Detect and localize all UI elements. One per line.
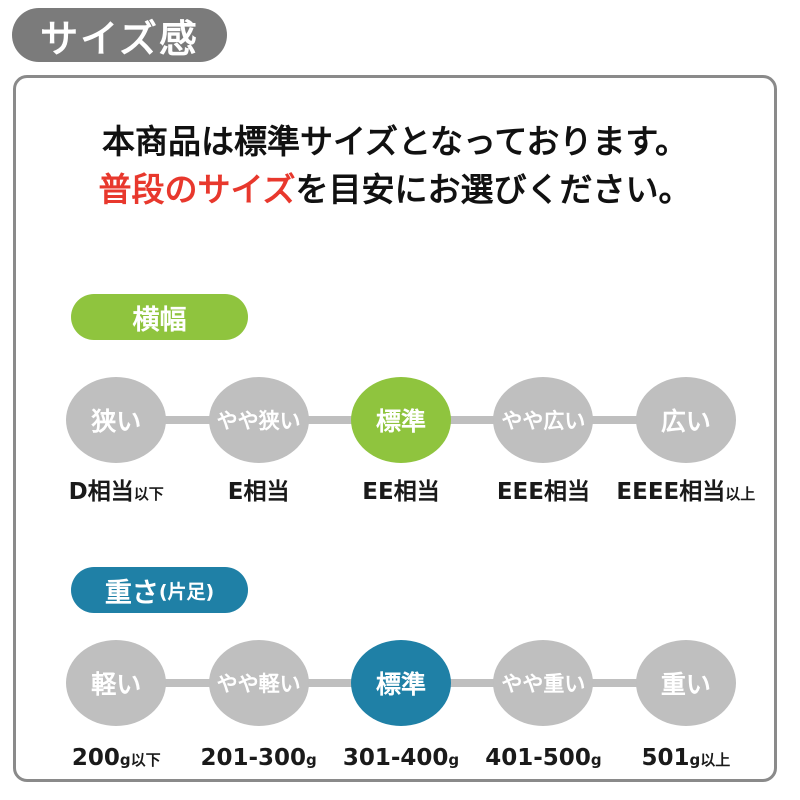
weight-step-slightly-heavy-circle: やや重い	[493, 640, 594, 726]
weight-value-501: 501g以上	[641, 745, 731, 771]
heading-line-1: 本商品は標準サイズとなっております。	[101, 122, 689, 161]
width-value-eeee: EEEE相当以上	[616, 479, 756, 505]
width-value-cell: E相当	[187, 478, 329, 508]
weight-step-slightly-light-circle: やや軽い	[208, 640, 309, 726]
width-step-wide-circle: 広い	[635, 377, 736, 463]
width-value-ee: EE相当	[362, 479, 440, 505]
weight-value-201-300: 201-300g	[200, 745, 317, 771]
width-step-slightly-wide-circle: やや広い	[493, 377, 594, 463]
weight-step-cell: 標準	[330, 640, 472, 726]
width-section-title: 横幅	[132, 304, 187, 336]
width-value-cell: EE相当	[330, 478, 472, 508]
weight-section-title-suffix: (片足)	[158, 580, 215, 603]
weight-step-cell: 軽い	[45, 640, 187, 726]
weight-value-cell: 401-500g	[472, 744, 614, 774]
size-feel-badge-label: サイズ感	[40, 16, 199, 61]
weight-value-200: 200g以下	[71, 745, 161, 771]
weight-value-cell: 501g以上	[615, 744, 757, 774]
size-guide-panel: 本商品は標準サイズとなっております。 普段のサイズを目安にお選びください。 横幅…	[13, 75, 777, 782]
size-feel-badge: サイズ感	[12, 8, 227, 62]
weight-scale-circles: 軽い やや軽い 標準 やや重い 重い	[45, 640, 757, 726]
width-step-narrow-circle: 狭い	[66, 377, 167, 463]
width-scale-circles: 狭い やや狭い 標準 やや広い 広い	[45, 377, 757, 463]
width-step-cell: やや狭い	[187, 377, 329, 463]
weight-value-cell: 201-300g	[187, 744, 329, 774]
weight-value-401-500: 401-500g	[485, 745, 602, 771]
width-section-title-pill: 横幅	[71, 294, 248, 340]
heading-highlight: 普段のサイズ	[98, 170, 296, 209]
weight-value-301-400: 301-400g	[342, 745, 460, 771]
width-value-e: E相当	[227, 479, 290, 505]
width-value-d: D相当以下	[68, 479, 164, 505]
weight-section-title-pill: 重さ (片足)	[71, 567, 248, 613]
width-value-cell: EEEE相当以上	[615, 478, 757, 508]
weight-value-cell: 301-400g	[330, 744, 472, 774]
width-value-cell: D相当以下	[45, 478, 187, 508]
weight-scale-values: 200g以下 201-300g 301-400g 401-500g 501g以上	[45, 744, 757, 774]
weight-section-title: 重さ	[104, 577, 159, 609]
width-step-slightly-narrow-circle: やや狭い	[208, 377, 309, 463]
width-scale-values: D相当以下 E相当 EE相当 EEE相当 EEEE相当以上	[45, 478, 757, 508]
weight-step-cell: 重い	[615, 640, 757, 726]
weight-value-cell: 200g以下	[45, 744, 187, 774]
weight-step-standard-circle-selected: 標準	[351, 640, 452, 726]
heading-line-2-rest: を目安にお選びください。	[295, 170, 692, 209]
width-step-cell: 狭い	[45, 377, 187, 463]
heading-line-2: 普段のサイズを目安にお選びください。	[16, 166, 774, 214]
size-guide-heading: 本商品は標準サイズとなっております。 普段のサイズを目安にお選びください。	[16, 118, 774, 214]
width-value-eee: EEE相当	[496, 479, 590, 505]
width-step-cell: 標準	[330, 377, 472, 463]
weight-step-light-circle: 軽い	[66, 640, 167, 726]
weight-step-heavy-circle: 重い	[635, 640, 736, 726]
width-step-standard-circle-selected: 標準	[351, 377, 452, 463]
weight-step-cell: やや軽い	[187, 640, 329, 726]
width-step-cell: 広い	[615, 377, 757, 463]
width-value-cell: EEE相当	[472, 478, 614, 508]
width-step-cell: やや広い	[472, 377, 614, 463]
weight-step-cell: やや重い	[472, 640, 614, 726]
